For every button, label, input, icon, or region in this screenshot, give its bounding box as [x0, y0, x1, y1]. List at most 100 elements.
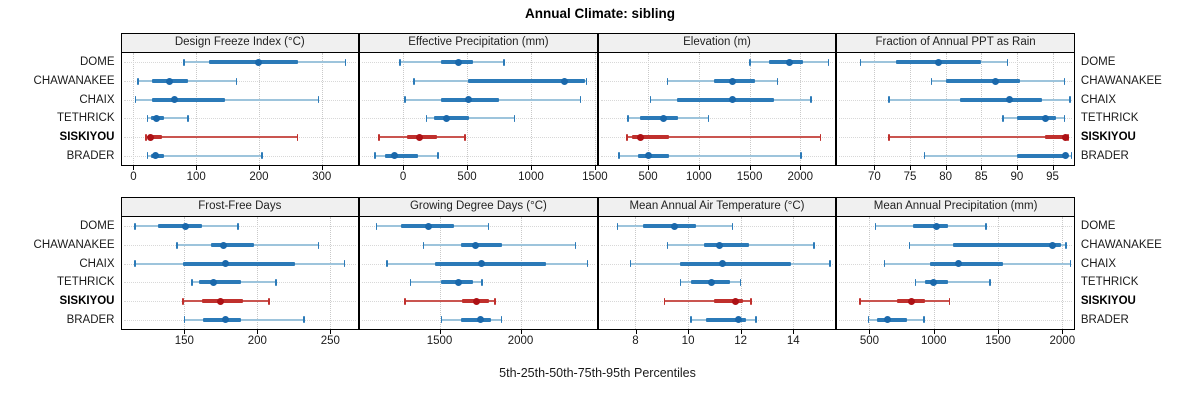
axis-tick-label: 12	[734, 335, 748, 347]
gridline-v	[688, 217, 690, 329]
axis-tick	[981, 166, 983, 170]
median-dot	[718, 260, 726, 268]
whisker-5-95	[145, 136, 298, 138]
axis-tick-label: 80	[939, 171, 952, 183]
gridline-v	[467, 53, 468, 165]
whisker-cap-5th	[908, 241, 911, 249]
whisker-cap-5th	[888, 96, 890, 104]
axis-tick-label: 95	[1046, 171, 1059, 183]
iqr-bar-25-75	[714, 299, 744, 303]
whisker-cap-5th	[413, 77, 415, 85]
panel-fraction-annual-ppt-rain: Fraction of Annual PPT as Rain	[836, 33, 1075, 166]
axis-tick	[874, 166, 876, 170]
gridline-v	[933, 217, 935, 329]
panel-body-mean-annual-precipitation	[837, 217, 1074, 329]
gridline-v	[258, 53, 260, 165]
median-dot	[416, 133, 424, 141]
axis-tick	[330, 330, 332, 334]
iqr-bar-25-75	[639, 116, 678, 121]
axis-tick	[1016, 166, 1018, 170]
whisker-cap-5th	[176, 241, 178, 249]
panel-header-effective-precipitation: Effective Precipitation (mm)	[360, 34, 597, 53]
gridline-v	[439, 217, 441, 329]
median-dot	[478, 260, 486, 268]
site-label-left-dome: DOME	[80, 56, 115, 69]
whisker-cap-5th	[859, 297, 861, 305]
axis-tick-label: 2000	[507, 335, 534, 347]
axis-tick-label: 500	[859, 335, 880, 347]
gridline-v	[1016, 53, 1018, 165]
whisker-cap-5th	[146, 114, 149, 122]
row-guide	[123, 118, 357, 120]
whisker-cap-95th	[731, 222, 734, 230]
whisker-cap-5th	[627, 114, 629, 122]
axis-tick	[321, 166, 323, 170]
gridline-v	[869, 217, 871, 329]
whisker-cap-95th	[810, 96, 812, 104]
whisker-cap-5th	[679, 278, 682, 286]
median-dot	[929, 278, 937, 286]
whisker-cap-5th	[666, 77, 669, 85]
whisker-cap-5th	[888, 133, 890, 141]
row-guide	[362, 137, 595, 138]
whisker-5-95	[664, 300, 752, 302]
row-guide	[600, 62, 834, 64]
site-label-right-siskiyou: SISKIYOU	[1080, 131, 1136, 143]
axis-tick-label: 500	[638, 171, 658, 183]
panel-header-growing-degree-days: Growing Degree Days (°C)	[360, 198, 597, 217]
whisker-cap-95th	[827, 58, 830, 66]
axis-tick-label: 1000	[518, 171, 544, 183]
gridline-v	[635, 217, 637, 329]
iqr-bar-25-75	[913, 224, 948, 229]
panel-title-growing-degree-days: Growing Degree Days (°C)	[409, 200, 547, 212]
gridline-v	[594, 53, 596, 165]
panel-header-mean-annual-air-temperature: Mean Annual Air Temperature (°C)	[598, 198, 836, 217]
iqr-bar-25-75	[643, 224, 696, 229]
axis-tick-label: 100	[186, 171, 206, 183]
iqr-bar-25-75	[703, 243, 749, 247]
row-guide	[600, 118, 834, 120]
iqr-bar-25-75	[385, 153, 418, 158]
panel-body-growing-degree-days	[360, 217, 597, 329]
median-dot	[708, 278, 716, 286]
whisker-cap-5th	[616, 222, 619, 230]
axis-tick-label: 300	[312, 171, 332, 183]
whisker-cap-5th	[409, 278, 412, 286]
whisker-cap-95th	[303, 316, 305, 324]
median-dot	[165, 77, 173, 85]
whisker-5-95	[924, 154, 1072, 157]
median-dot	[716, 241, 724, 249]
median-dot	[728, 96, 736, 104]
gridline-v	[800, 53, 802, 165]
whisker-cap-5th	[191, 278, 193, 286]
whisker-cap-95th	[819, 133, 822, 141]
axis-tick-label: 0	[399, 171, 407, 183]
whisker-cap-5th	[930, 77, 933, 85]
median-dot	[182, 222, 190, 230]
whisker-cap-5th	[182, 297, 184, 305]
panel-elevation: Elevation (m)	[597, 33, 837, 166]
panel-title-design-freeze-index: Design Freeze Index (°C)	[174, 36, 305, 48]
whisker-cap-95th	[494, 297, 496, 305]
whisker-cap-5th	[399, 58, 401, 66]
whisker-5-95	[184, 318, 305, 321]
axis-tick	[998, 330, 1000, 334]
median-dot	[785, 58, 793, 66]
gridline-v	[793, 217, 795, 329]
median-dot	[221, 316, 229, 324]
panel-body-mean-annual-air-temperature	[598, 217, 836, 329]
panel-design-freeze-index: Design Freeze Index (°C)	[120, 33, 360, 166]
panel-body-elevation	[598, 53, 836, 165]
gridline-v	[698, 53, 700, 165]
median-dot	[731, 297, 739, 305]
median-dot	[455, 278, 463, 286]
site-label-right-tethrick: TETHRICK	[1080, 276, 1139, 289]
whisker-5-95	[426, 117, 515, 120]
median-dot	[728, 77, 736, 85]
whisker-5-95	[147, 154, 263, 157]
whisker-cap-95th	[1065, 241, 1067, 249]
axis-tick-label: 70	[867, 171, 881, 183]
whisker-cap-95th	[317, 96, 320, 104]
panel-title-mean-annual-air-temperature: Mean Annual Air Temperature (°C)	[629, 200, 805, 212]
whisker-cap-5th	[649, 96, 652, 104]
